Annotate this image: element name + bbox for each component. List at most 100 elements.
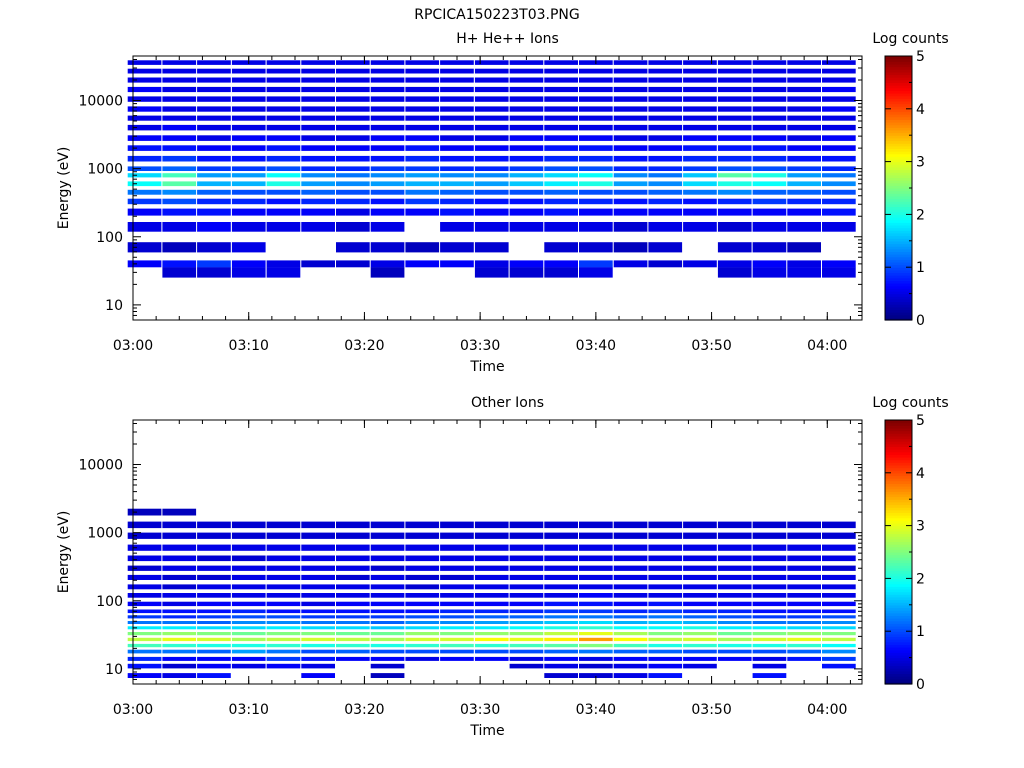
heatmap-cell bbox=[336, 643, 370, 648]
heatmap-cell bbox=[197, 68, 231, 74]
heatmap-cell bbox=[266, 198, 301, 205]
heatmap-cell bbox=[648, 601, 683, 607]
heatmap-cell bbox=[405, 649, 440, 654]
heatmap-cell bbox=[509, 115, 544, 121]
heatmap-cell bbox=[752, 86, 787, 93]
x-tick-label: 03:50 bbox=[691, 702, 731, 718]
heatmap-cell bbox=[405, 593, 440, 598]
heatmap-cell bbox=[474, 565, 509, 571]
heatmap-cell bbox=[162, 96, 197, 102]
heatmap-cell bbox=[544, 86, 578, 93]
heatmap-cell bbox=[613, 656, 648, 661]
heatmap-cell bbox=[752, 544, 787, 551]
heatmap-cell bbox=[509, 649, 544, 654]
colorbar-segment bbox=[885, 449, 912, 453]
heatmap-cell bbox=[717, 189, 752, 195]
colorbar-segment bbox=[885, 515, 912, 519]
heatmap-cell bbox=[822, 68, 856, 74]
panel-1: 03:00 03:10 03:20 03:30 03:40 03:50 04:0010100… bbox=[56, 31, 949, 375]
heatmap-cell bbox=[162, 106, 197, 112]
heatmap-cell bbox=[370, 643, 405, 648]
heatmap-cell bbox=[440, 544, 474, 551]
heatmap-cell bbox=[197, 173, 231, 178]
heatmap-cell bbox=[787, 615, 821, 619]
heatmap-cell bbox=[405, 181, 440, 187]
colorbar-segment bbox=[885, 554, 912, 558]
heatmap-cell bbox=[231, 242, 266, 253]
colorbar-segment bbox=[885, 641, 912, 645]
heatmap-cell bbox=[717, 222, 752, 232]
heatmap-cell bbox=[544, 106, 578, 112]
colorbar-segment bbox=[885, 486, 912, 490]
heatmap-cell bbox=[266, 621, 301, 624]
heatmap-cell bbox=[509, 86, 544, 93]
heatmap-cell bbox=[613, 574, 648, 580]
colorbar-segment bbox=[885, 573, 912, 577]
heatmap-cell bbox=[752, 621, 787, 624]
heatmap-cell bbox=[405, 643, 440, 648]
heatmap-cell bbox=[579, 574, 613, 580]
heatmap-cell bbox=[336, 532, 370, 539]
x-tick-label: 03:00 bbox=[113, 338, 153, 354]
heatmap-cell bbox=[822, 106, 856, 112]
heatmap-cell bbox=[162, 208, 197, 216]
heatmap-cell bbox=[162, 166, 197, 171]
heatmap-cell bbox=[162, 222, 197, 232]
colorbar-segment bbox=[885, 610, 912, 614]
heatmap-cell bbox=[544, 621, 578, 624]
heatmap-cell bbox=[266, 565, 301, 571]
heatmap-cell bbox=[544, 260, 578, 268]
heatmap-cell bbox=[474, 621, 509, 624]
colorbar-segment bbox=[885, 507, 912, 511]
heatmap-cell bbox=[613, 77, 648, 83]
colorbar-tick-label: 2 bbox=[916, 207, 925, 223]
heatmap-cell bbox=[613, 565, 648, 571]
colorbar-segment bbox=[885, 483, 912, 487]
heatmap-cell bbox=[197, 115, 231, 121]
heatmap-cell bbox=[787, 609, 821, 614]
colorbar-segment bbox=[885, 290, 912, 295]
colorbar-segment bbox=[885, 214, 912, 218]
heatmap-cell bbox=[266, 544, 301, 551]
heatmap-cell bbox=[127, 649, 162, 654]
heatmap-cell bbox=[197, 615, 231, 619]
colorbar-segment bbox=[885, 583, 912, 587]
heatmap-cell bbox=[787, 222, 821, 232]
colorbar-segment bbox=[885, 602, 912, 606]
colorbar-segment bbox=[885, 256, 912, 260]
heatmap-cell bbox=[752, 649, 787, 654]
heatmap-cell bbox=[197, 166, 231, 171]
heatmap-cell bbox=[579, 663, 613, 669]
heatmap-cell bbox=[683, 260, 717, 268]
heatmap-cell bbox=[613, 532, 648, 539]
colorbar-segment bbox=[885, 425, 912, 429]
heatmap-cell bbox=[127, 60, 162, 65]
heatmap-cell bbox=[301, 673, 335, 678]
heatmap-cell bbox=[717, 198, 752, 205]
heatmap-cell bbox=[822, 555, 856, 562]
heatmap-cell bbox=[613, 544, 648, 551]
colorbar-segment bbox=[885, 77, 912, 81]
heatmap-cell bbox=[509, 555, 544, 562]
heatmap-cell bbox=[301, 166, 335, 171]
heatmap-cell bbox=[474, 222, 509, 232]
heatmap-cell bbox=[717, 521, 752, 529]
heatmap-cell bbox=[474, 656, 509, 661]
heatmap-cell bbox=[579, 673, 613, 678]
heatmap-cell bbox=[266, 260, 301, 268]
heatmap-cell bbox=[336, 565, 370, 571]
colorbar-segment bbox=[885, 522, 912, 527]
heatmap-cell bbox=[752, 574, 787, 580]
colorbar-segment bbox=[885, 198, 912, 202]
colorbar-segment bbox=[885, 201, 912, 205]
heatmap-cell bbox=[336, 124, 370, 131]
colorbar-segment bbox=[885, 74, 912, 78]
heatmap-cell bbox=[822, 173, 856, 178]
heatmap-cell bbox=[127, 181, 162, 187]
colorbar-segment bbox=[885, 203, 912, 208]
heatmap-cell bbox=[683, 555, 717, 562]
heatmap-cell bbox=[613, 115, 648, 121]
heatmap-cell bbox=[787, 637, 821, 642]
heatmap-cell bbox=[127, 222, 162, 232]
heatmap-cell bbox=[336, 626, 370, 630]
